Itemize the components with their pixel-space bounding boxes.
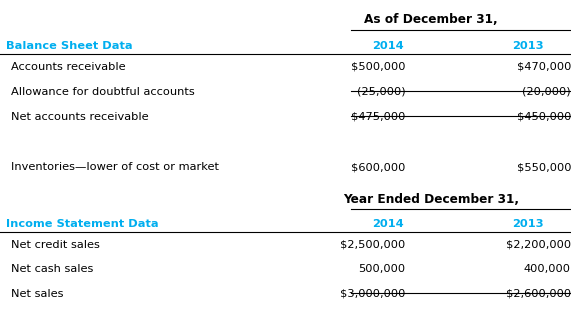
Text: 2014: 2014 (372, 219, 404, 229)
Text: As of December 31,: As of December 31, (364, 13, 498, 26)
Text: $500,000: $500,000 (351, 62, 405, 71)
Text: 2013: 2013 (512, 219, 544, 229)
Text: Net cash sales: Net cash sales (11, 264, 94, 274)
Text: Net credit sales: Net credit sales (11, 240, 100, 250)
Text: Accounts receivable: Accounts receivable (11, 62, 126, 71)
Text: Inventories—lower of cost or market: Inventories—lower of cost or market (11, 162, 219, 172)
Text: Net sales: Net sales (11, 289, 64, 299)
Text: Balance Sheet Data: Balance Sheet Data (6, 41, 132, 51)
Text: $2,600,000: $2,600,000 (506, 289, 571, 299)
Text: 2014: 2014 (372, 41, 404, 51)
Text: $550,000: $550,000 (517, 162, 571, 172)
Text: $3,000,000: $3,000,000 (340, 289, 405, 299)
Text: Net accounts receivable: Net accounts receivable (11, 112, 149, 122)
Text: 400,000: 400,000 (524, 264, 571, 274)
Text: Income Statement Data: Income Statement Data (6, 219, 158, 229)
Text: 2013: 2013 (512, 41, 544, 51)
Text: $450,000: $450,000 (517, 112, 571, 122)
Text: Year Ended December 31,: Year Ended December 31, (343, 193, 519, 206)
Text: Allowance for doubtful accounts: Allowance for doubtful accounts (11, 87, 195, 97)
Text: $475,000: $475,000 (351, 112, 405, 122)
Text: (25,000): (25,000) (357, 87, 405, 97)
Text: $2,500,000: $2,500,000 (340, 240, 405, 250)
Text: (20,000): (20,000) (522, 87, 571, 97)
Text: $2,200,000: $2,200,000 (506, 240, 571, 250)
Text: $470,000: $470,000 (517, 62, 571, 71)
Text: 500,000: 500,000 (358, 264, 405, 274)
Text: $600,000: $600,000 (351, 162, 405, 172)
